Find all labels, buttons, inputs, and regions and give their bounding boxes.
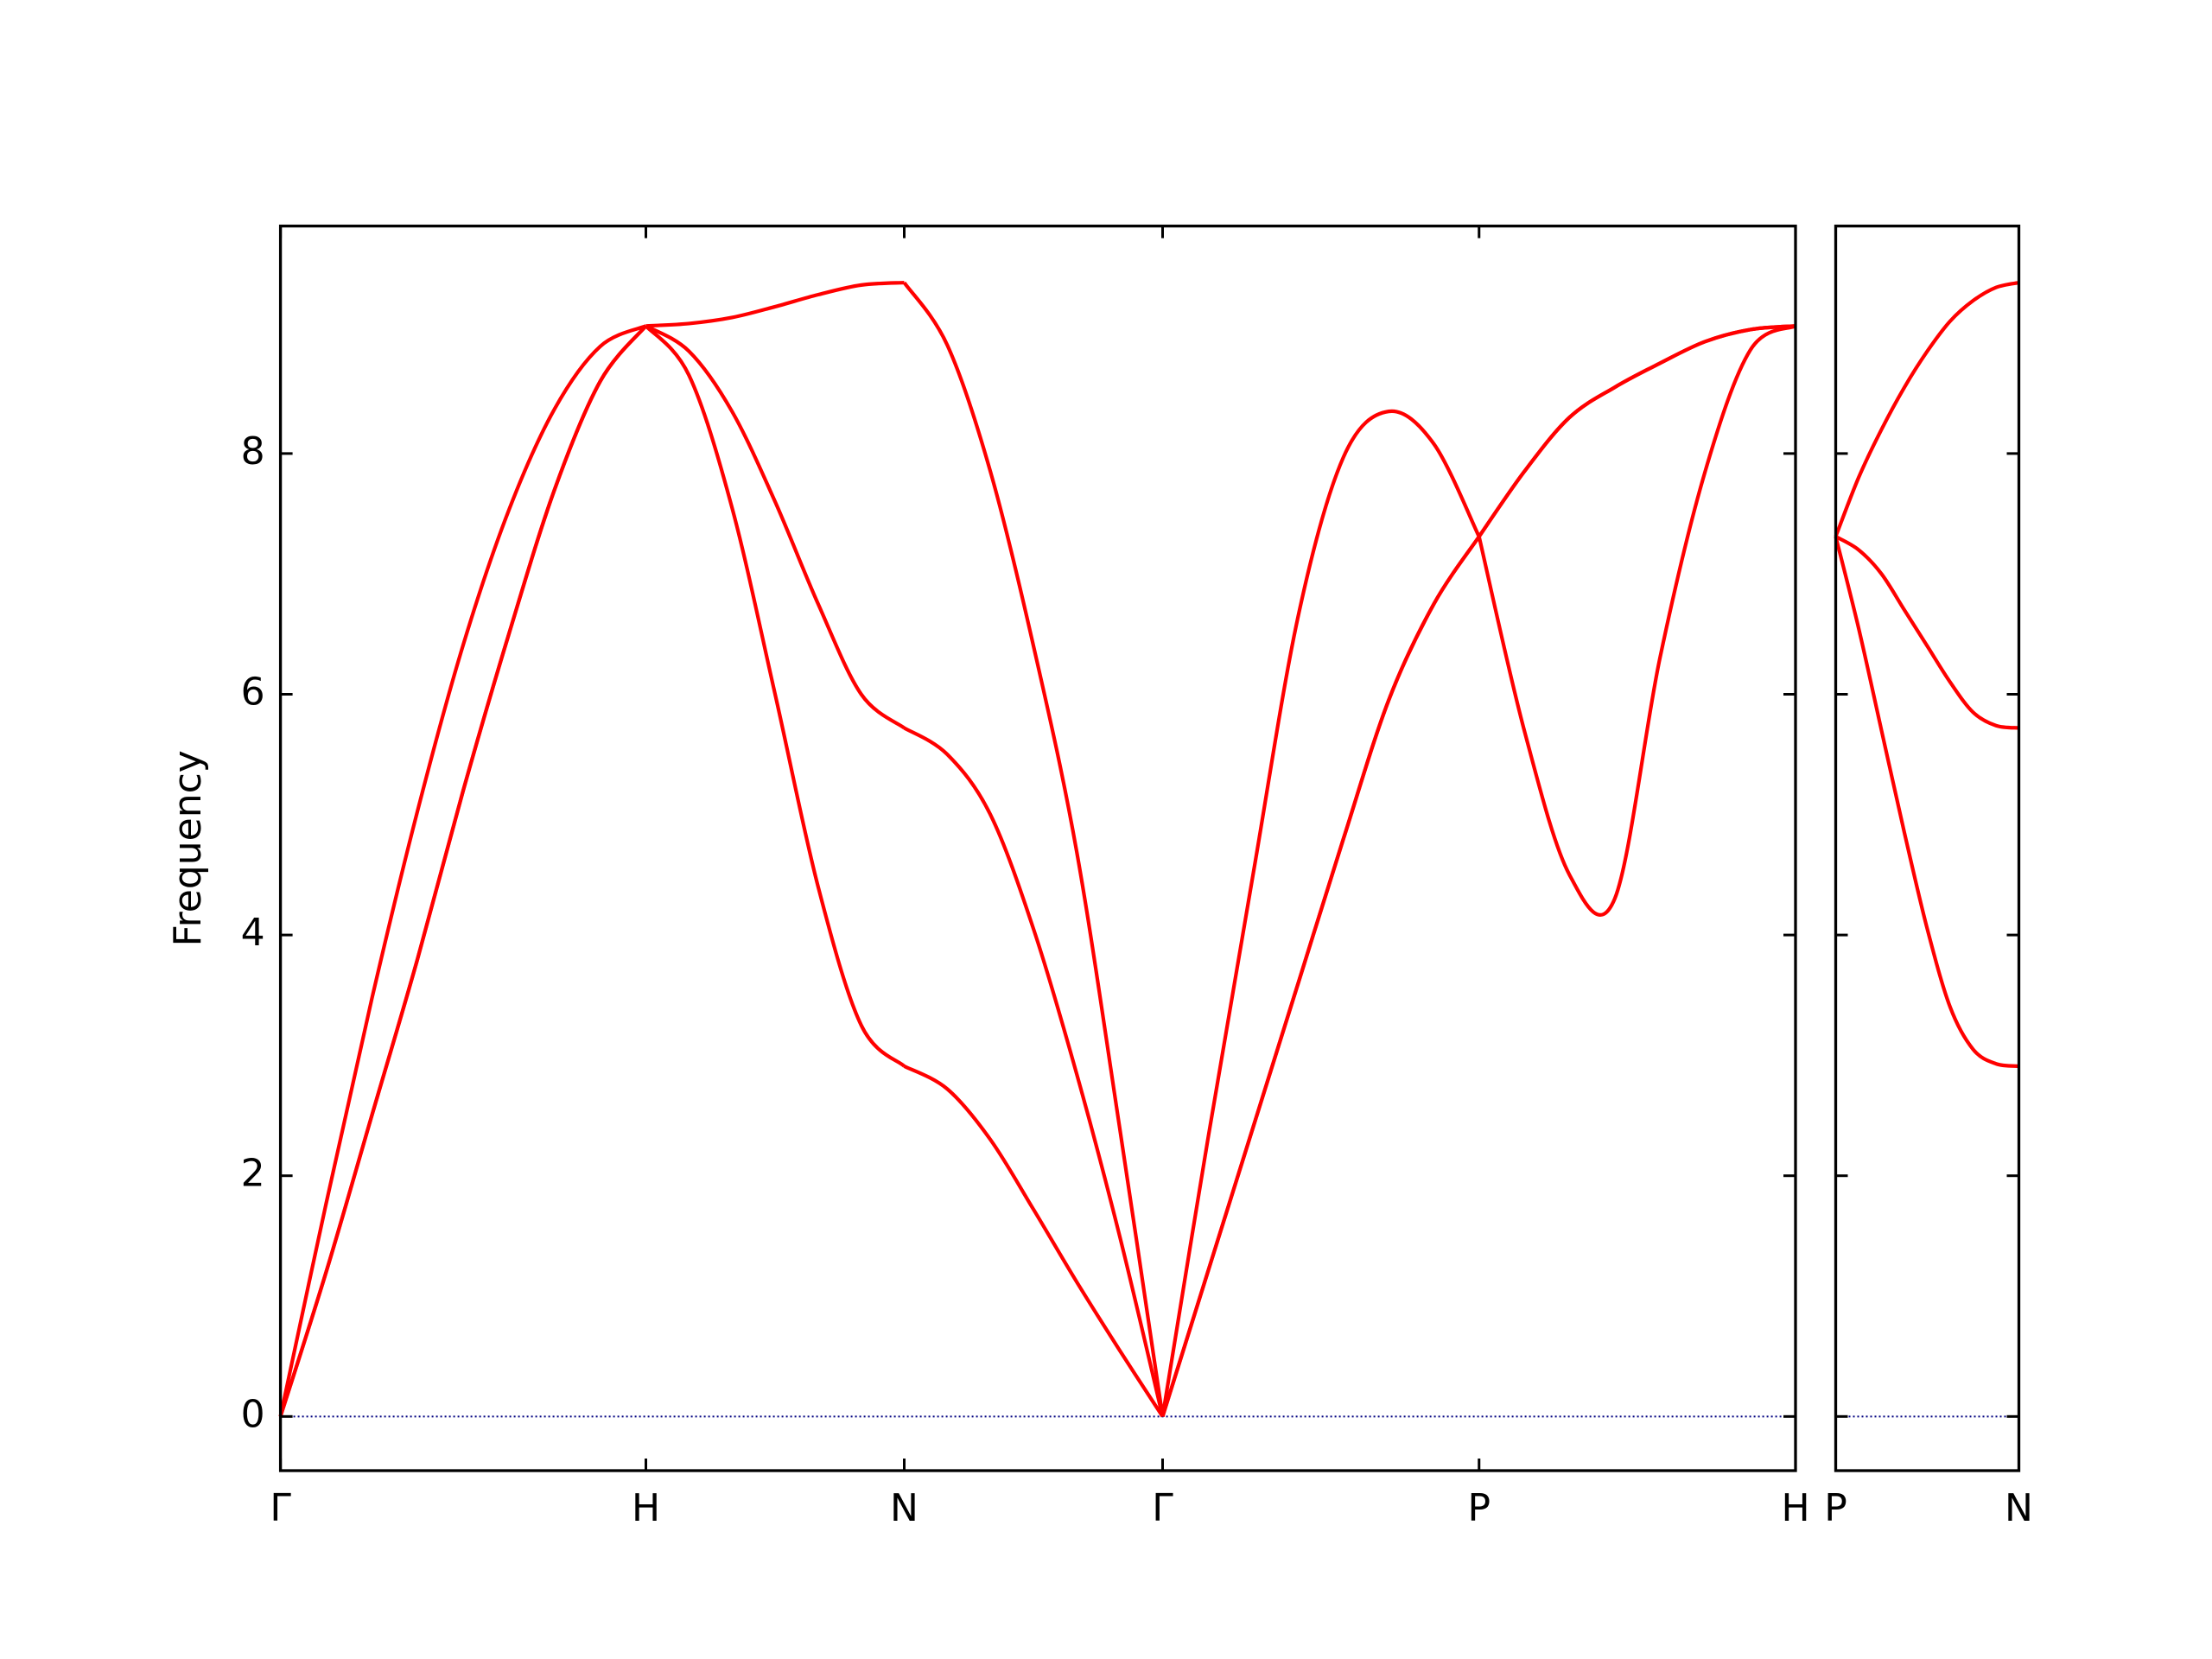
band-line	[278, 280, 1796, 1417]
plot-frame	[1834, 224, 2021, 1472]
x-tick-label: N	[2005, 1486, 2033, 1530]
band-line	[278, 324, 1796, 1417]
y-tick-label: 0	[241, 1392, 265, 1436]
x-tick-label: P	[1467, 1486, 1491, 1530]
y-tick-label: 8	[241, 429, 265, 474]
y-tick-label: 6	[241, 670, 265, 714]
band-line	[1834, 536, 2019, 1069]
band-line	[1834, 281, 2019, 537]
x-tick-label: Γ	[1152, 1486, 1173, 1530]
x-tick-label: H	[632, 1486, 660, 1530]
x-tick-label: Γ	[270, 1486, 291, 1530]
y-tick-label: 2	[241, 1152, 265, 1196]
plot-frame	[278, 224, 1797, 1472]
y-axis-label: Frequency	[166, 750, 210, 946]
x-tick-label: P	[1824, 1486, 1847, 1530]
y-tick-label: 4	[241, 911, 265, 955]
band-line	[1834, 535, 2019, 730]
x-tick-label: N	[890, 1486, 918, 1530]
x-tick-label: H	[1781, 1486, 1809, 1530]
